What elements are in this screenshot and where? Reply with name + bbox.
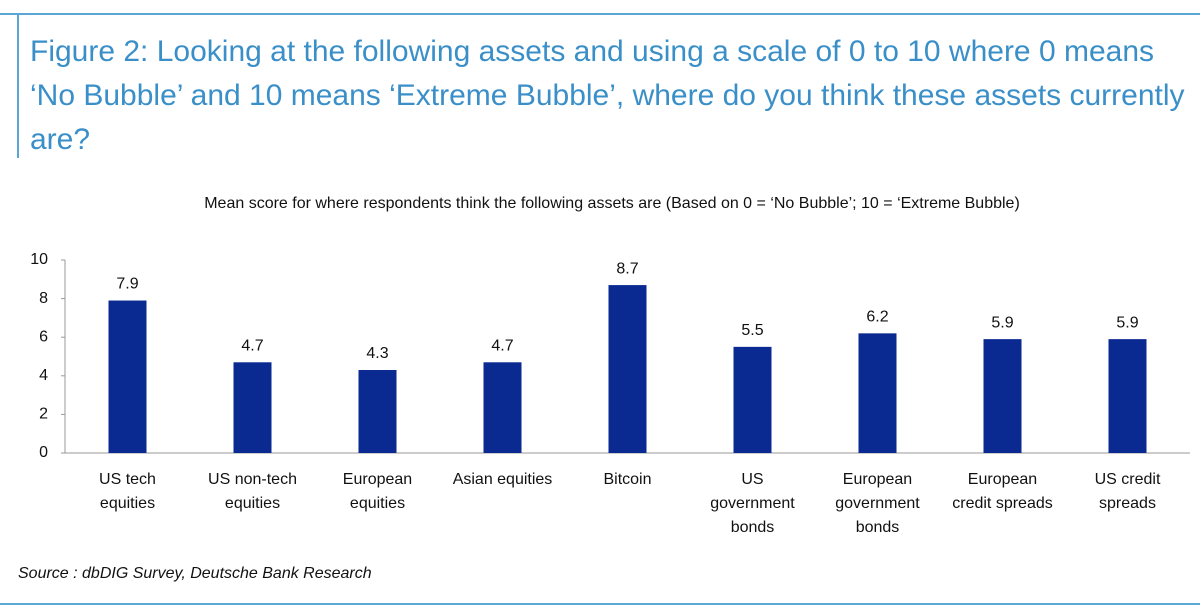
figure-title: Figure 2: Looking at the following asset… [30, 35, 1185, 156]
bar [108, 300, 147, 453]
x-tick-label: US tech equities [99, 471, 156, 512]
data-label: 5.5 [741, 322, 763, 339]
bar [233, 362, 272, 453]
bar [733, 346, 772, 453]
bar [608, 285, 647, 453]
data-label: 4.7 [241, 338, 263, 355]
bar [1108, 339, 1147, 453]
y-tick-label: 8 [39, 290, 48, 307]
y-tick-label: 6 [39, 328, 48, 345]
bar [983, 339, 1022, 453]
y-tick-label: 0 [39, 444, 48, 461]
bar [483, 362, 522, 453]
bar [358, 370, 397, 453]
y-tick-label: 2 [39, 406, 48, 423]
data-label: 8.7 [616, 260, 638, 277]
data-label: 4.7 [491, 338, 513, 355]
source-note: Source : dbDIG Survey, Deutsche Bank Res… [18, 565, 372, 582]
x-tick-label: European credit spreads [952, 471, 1053, 512]
data-label: 5.9 [1116, 314, 1138, 331]
data-label: 5.9 [991, 314, 1013, 331]
x-tick-label: US credit spreads [1094, 471, 1161, 512]
x-tick-label: European equities [342, 471, 413, 512]
y-tick-label: 10 [30, 251, 48, 268]
x-tick-label: Asian equities [452, 471, 553, 488]
y-tick-label: 4 [39, 367, 48, 384]
x-tick-label: US non-tech equities [208, 471, 297, 512]
x-tick-label: US government bonds [710, 471, 795, 536]
x-tick-label: European government bonds [835, 471, 920, 536]
bar [858, 333, 897, 453]
data-label: 7.9 [116, 276, 138, 293]
x-tick-label: Bitcoin [603, 471, 652, 488]
data-label: 4.3 [366, 345, 388, 362]
chart-subtitle: Mean score for where respondents think t… [204, 195, 1020, 212]
data-label: 6.2 [866, 309, 888, 326]
